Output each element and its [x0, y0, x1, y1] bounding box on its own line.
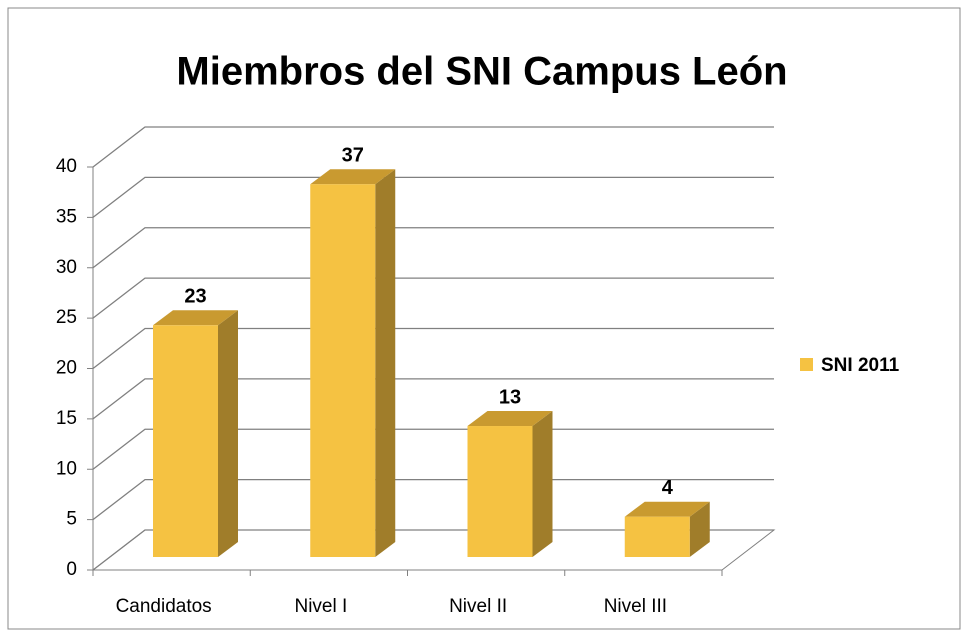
grid-line	[92, 478, 774, 521]
y-tick-label: 10	[56, 458, 77, 479]
bar-top	[310, 169, 396, 185]
grid-line	[92, 378, 774, 420]
grid-line	[92, 227, 774, 269]
data-label: 4	[662, 477, 674, 499]
y-tick-label: 15	[56, 408, 77, 429]
bar-side	[375, 169, 396, 557]
y-tick-label: 0	[66, 559, 77, 580]
bar-side	[532, 411, 553, 557]
bar-top	[153, 310, 238, 326]
legend-swatch	[800, 358, 813, 371]
x-tick-label: Nivel II	[449, 596, 507, 617]
bar-top	[624, 501, 710, 517]
bar-top	[467, 411, 553, 427]
y-tick-label: 40	[56, 156, 77, 177]
bar-side	[689, 501, 710, 557]
x-tick-label: Candidatos	[116, 596, 212, 617]
bar-side	[218, 310, 238, 557]
legend-label: SNI 2011	[821, 355, 900, 376]
y-tick-label: 35	[56, 206, 77, 227]
grid-line	[92, 327, 774, 370]
chart-title: Miembros del SNI Campus León	[176, 50, 787, 94]
data-label: 13	[499, 386, 521, 408]
bar	[624, 516, 690, 557]
data-label: 37	[342, 145, 364, 167]
grid-line	[92, 529, 774, 571]
x-tick-label: Nivel III	[604, 596, 667, 617]
x-tick-label: Nivel I	[294, 596, 347, 617]
grid-line	[92, 428, 774, 470]
y-tick-label: 20	[56, 358, 77, 379]
bar	[467, 426, 533, 557]
grid-line	[92, 176, 774, 218]
y-tick-label: 25	[56, 307, 77, 328]
grid-line	[92, 277, 774, 319]
bar	[310, 184, 376, 557]
bar	[153, 325, 218, 557]
grid-line	[92, 126, 774, 168]
y-tick-label: 5	[66, 509, 77, 530]
data-label: 23	[184, 286, 206, 308]
y-tick-label: 30	[56, 257, 77, 278]
